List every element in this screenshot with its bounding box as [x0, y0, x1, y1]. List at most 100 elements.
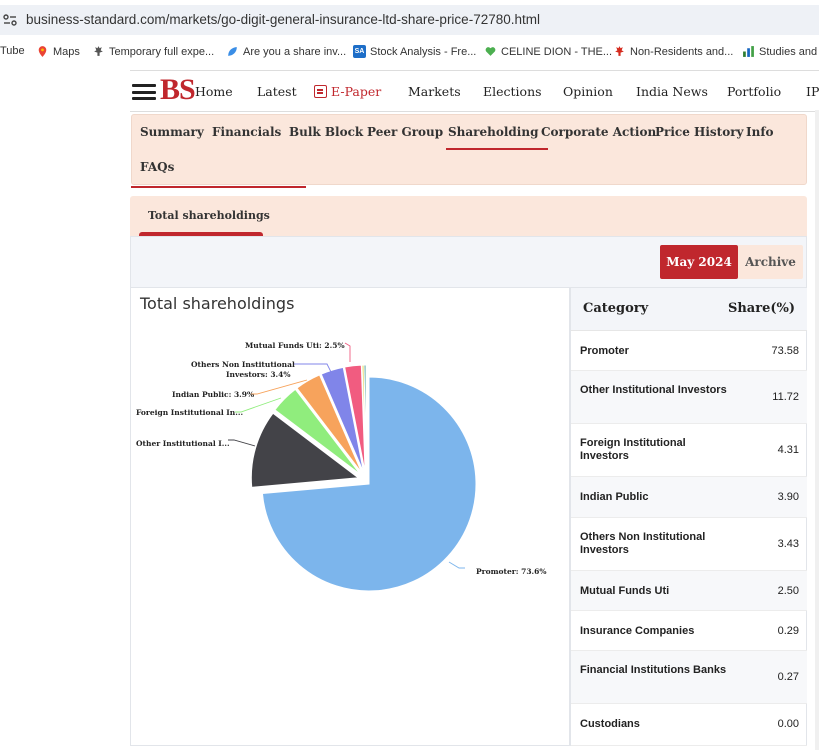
- pie-leader-line: [293, 363, 332, 373]
- archive-button[interactable]: Archive: [738, 245, 803, 279]
- period-may-2024-button[interactable]: May 2024: [660, 245, 738, 279]
- tab-bulk-block[interactable]: Bulk Block: [289, 125, 364, 139]
- pie-leader-line: [251, 379, 308, 395]
- pie-slice[interactable]: [261, 376, 477, 592]
- tab-financials[interactable]: Financials: [212, 125, 282, 139]
- period-selector-bar: May 2024 Archive: [130, 236, 807, 288]
- tab-info[interactable]: Info: [746, 125, 774, 139]
- pie-slice[interactable]: [363, 364, 367, 473]
- table-row: Mutual Funds Uti 2.50: [571, 571, 807, 611]
- site-navbar: BS Home Latest E-Paper Markets Elections…: [130, 70, 819, 112]
- table-row: Insurance Companies 0.29: [571, 611, 807, 651]
- active-tab-indicator: [139, 232, 263, 236]
- bookmarks-bar: Tube Maps Temporary full expe... Are you…: [0, 40, 819, 66]
- row-share: 0.29: [777, 625, 799, 637]
- bookmark-item[interactable]: Studies and: [742, 45, 817, 58]
- row-category: Others Non Institutional Investors: [580, 531, 706, 556]
- site-settings-icon[interactable]: [2, 12, 18, 28]
- row-share: 4.31: [777, 444, 799, 456]
- row-share: 0.00: [777, 718, 799, 730]
- nav-markets[interactable]: Markets: [408, 84, 461, 99]
- pie-slice[interactable]: [320, 366, 365, 473]
- pie-leader-line: [235, 397, 282, 413]
- table-row: Others Non Institutional Investors 3.43: [571, 518, 807, 571]
- table-row: Other Institutional Investors 11.72: [571, 371, 807, 424]
- maple-leaf-icon: [94, 46, 103, 56]
- label-indian-public: Indian Public: 3.9%: [172, 390, 254, 399]
- page-scrollbar[interactable]: [815, 110, 819, 750]
- table-row: Indian Public 3.90: [571, 477, 807, 518]
- row-category: Promoter: [580, 345, 629, 357]
- nav-india-news[interactable]: India News: [636, 84, 708, 99]
- row-share: 2.50: [777, 585, 799, 597]
- bookmark-item[interactable]: CELINE DION - THE...: [484, 45, 612, 58]
- pie-leader-line: [228, 439, 256, 447]
- nav-ipo[interactable]: IP: [806, 84, 819, 99]
- pie-slice[interactable]: [296, 374, 363, 474]
- bookmark-item[interactable]: Non-Residents and...: [613, 45, 733, 58]
- table-row: Promoter 73.58: [571, 331, 807, 371]
- tab-total-shareholdings[interactable]: Total shareholdings: [148, 209, 270, 222]
- col-category-header: Category: [583, 301, 649, 316]
- stock-subtabs: Summary Financials Bulk Block Peer Group…: [131, 114, 807, 185]
- row-category: Financial Institutions Banks: [580, 664, 727, 676]
- row-category: Other Institutional Investors: [580, 384, 727, 396]
- table-header: Category Share(%): [571, 288, 807, 331]
- table-row: Foreign Institutional Investors 4.31: [571, 424, 807, 477]
- row-category: Indian Public: [580, 491, 649, 503]
- row-category: Foreign Institutional Investors: [580, 437, 686, 462]
- row-category: Mutual Funds Uti: [580, 585, 670, 597]
- pie-slice[interactable]: [344, 364, 366, 473]
- row-category: Insurance Companies: [580, 625, 695, 637]
- bookmark-item[interactable]: SA Stock Analysis - Fre...: [353, 45, 477, 58]
- row-category: Custodians: [580, 718, 640, 730]
- maps-pin-icon: [38, 46, 47, 57]
- bookmark-leaf-icon: [228, 47, 237, 56]
- row-share: 11.72: [772, 391, 799, 403]
- chart-title: Total shareholdings: [140, 294, 295, 313]
- row-share: 3.43: [777, 538, 799, 550]
- nav-epaper[interactable]: E-Paper: [314, 84, 381, 99]
- label-other-inst: Other Institutional I...: [136, 439, 230, 448]
- pie-slice[interactable]: [274, 388, 361, 475]
- row-share: 0.27: [777, 671, 799, 683]
- hamburger-menu-icon[interactable]: [132, 84, 156, 100]
- label-others-non-inst-2: Investors: 3.4%: [226, 370, 291, 379]
- table-row: Financial Institutions Banks 0.27: [571, 651, 807, 704]
- shareholding-table: Category Share(%) Promoter 73.58 Other Ins…: [570, 288, 807, 746]
- row-share: 73.58: [771, 345, 799, 357]
- bookmark-item[interactable]: Tube: [0, 45, 25, 57]
- bs-logo[interactable]: BS: [160, 73, 196, 106]
- sa-logo-icon: SA: [353, 45, 366, 58]
- chart-icon: [743, 46, 754, 57]
- bookmark-item[interactable]: Are you a share inv...: [226, 45, 346, 58]
- pie-slice[interactable]: [250, 412, 360, 488]
- pie-chart: Mutual Funds Uti: 2.5% Others Non Instit…: [136, 341, 547, 592]
- bookmark-item[interactable]: Temporary full expe...: [92, 45, 214, 58]
- tab-price-history[interactable]: Price History: [655, 125, 744, 139]
- browser-address-bar: business-standard.com/markets/go-digit-g…: [0, 0, 819, 40]
- pie-chart-panel: Total shareholdings Mutual Funds Uti: 2.…: [130, 288, 570, 746]
- nav-elections[interactable]: Elections: [483, 84, 542, 99]
- tab-shareholding[interactable]: Shareholding: [445, 125, 550, 150]
- tab-peer-group[interactable]: Peer Group: [367, 125, 444, 139]
- tab-corporate-action[interactable]: Corporate Action: [541, 125, 657, 139]
- row-share: 3.90: [777, 491, 799, 503]
- label-foreign-inst: Foreign Institutional In...: [136, 408, 243, 417]
- label-mutual-funds: Mutual Funds Uti: 2.5%: [245, 341, 345, 350]
- nav-latest[interactable]: Latest: [257, 84, 297, 99]
- subtabs-underline: [131, 186, 306, 188]
- heart-icon: [485, 47, 496, 56]
- epaper-icon: [314, 85, 327, 98]
- url-text[interactable]: business-standard.com/markets/go-digit-g…: [26, 12, 540, 27]
- pie-leader-line: [448, 561, 465, 569]
- nav-portfolio[interactable]: Portfolio: [727, 84, 782, 99]
- tab-summary[interactable]: Summary: [140, 125, 204, 139]
- pie-leader-line: [344, 342, 351, 362]
- nav-home[interactable]: Home: [195, 84, 233, 99]
- tab-faqs[interactable]: FAQs: [140, 160, 175, 174]
- bookmark-item[interactable]: Maps: [36, 45, 80, 58]
- nav-opinion[interactable]: Opinion: [563, 84, 613, 99]
- omnibox[interactable]: [0, 5, 819, 35]
- label-promoter: Promoter: 73.6%: [476, 567, 547, 576]
